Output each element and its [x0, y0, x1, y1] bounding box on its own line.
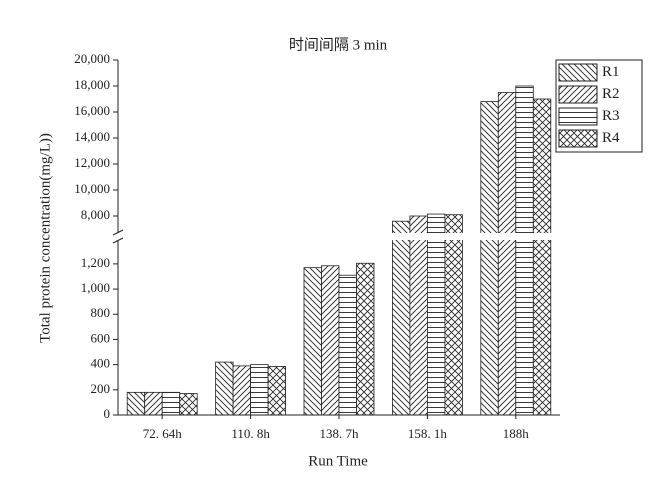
legend-label: R3 [602, 108, 620, 124]
y-tick-label: 12,000 [74, 155, 110, 170]
bar [515, 85, 534, 416]
y-tick-label: 1,200 [81, 255, 110, 270]
x-axis-label: Run Time [308, 453, 368, 469]
bar [444, 214, 463, 416]
y-tick-label: 16,000 [74, 103, 110, 118]
legend-swatch [558, 85, 598, 104]
bar [267, 366, 287, 416]
y-tick-label: 8,000 [81, 207, 110, 222]
axis-break [112, 237, 124, 244]
x-tick-label: 158. 1h [408, 426, 448, 441]
bar [532, 98, 552, 416]
x-tick-label: 72. 64h [143, 426, 183, 441]
bar [303, 267, 322, 416]
bar [497, 92, 517, 416]
axis-break [112, 229, 124, 236]
y-tick-label: 14,000 [74, 129, 110, 144]
y-tick-label: 400 [91, 356, 111, 371]
legend-label: R2 [602, 86, 620, 102]
legend-swatch [558, 129, 598, 148]
legend-swatch [558, 63, 598, 82]
bar [250, 364, 269, 416]
bar [161, 391, 181, 416]
x-tick-label: 138. 7h [320, 426, 360, 441]
bar [179, 393, 198, 416]
bar [391, 220, 411, 416]
bar [480, 101, 499, 416]
legend-label: R4 [602, 130, 620, 146]
bar [409, 215, 428, 416]
legend-swatch [558, 107, 598, 126]
bar [426, 213, 446, 416]
bar [232, 365, 252, 416]
y-tick-label: 18,000 [74, 77, 110, 92]
y-axis-label: Total protein concentration(mg/L)) [37, 133, 53, 343]
bar [321, 265, 340, 416]
bar [126, 391, 146, 416]
bar [356, 262, 375, 416]
y-tick-label: 10,000 [74, 181, 110, 196]
y-tick-label: 1,000 [81, 280, 110, 295]
x-tick-label: 110. 8h [231, 426, 270, 441]
y-tick-label: 200 [91, 381, 111, 396]
y-tick-label: 600 [91, 330, 111, 345]
y-tick-label: 20,000 [74, 51, 110, 66]
chart-title: 时间间隔 3 min [289, 36, 388, 53]
y-tick-label: 0 [104, 406, 111, 421]
axis-break-gap [108, 233, 560, 240]
bar [338, 274, 357, 416]
x-tick-label: 188h [503, 426, 530, 441]
bar [215, 361, 234, 416]
legend-label: R1 [602, 64, 620, 80]
bar [144, 391, 163, 416]
y-tick-label: 800 [91, 305, 111, 320]
